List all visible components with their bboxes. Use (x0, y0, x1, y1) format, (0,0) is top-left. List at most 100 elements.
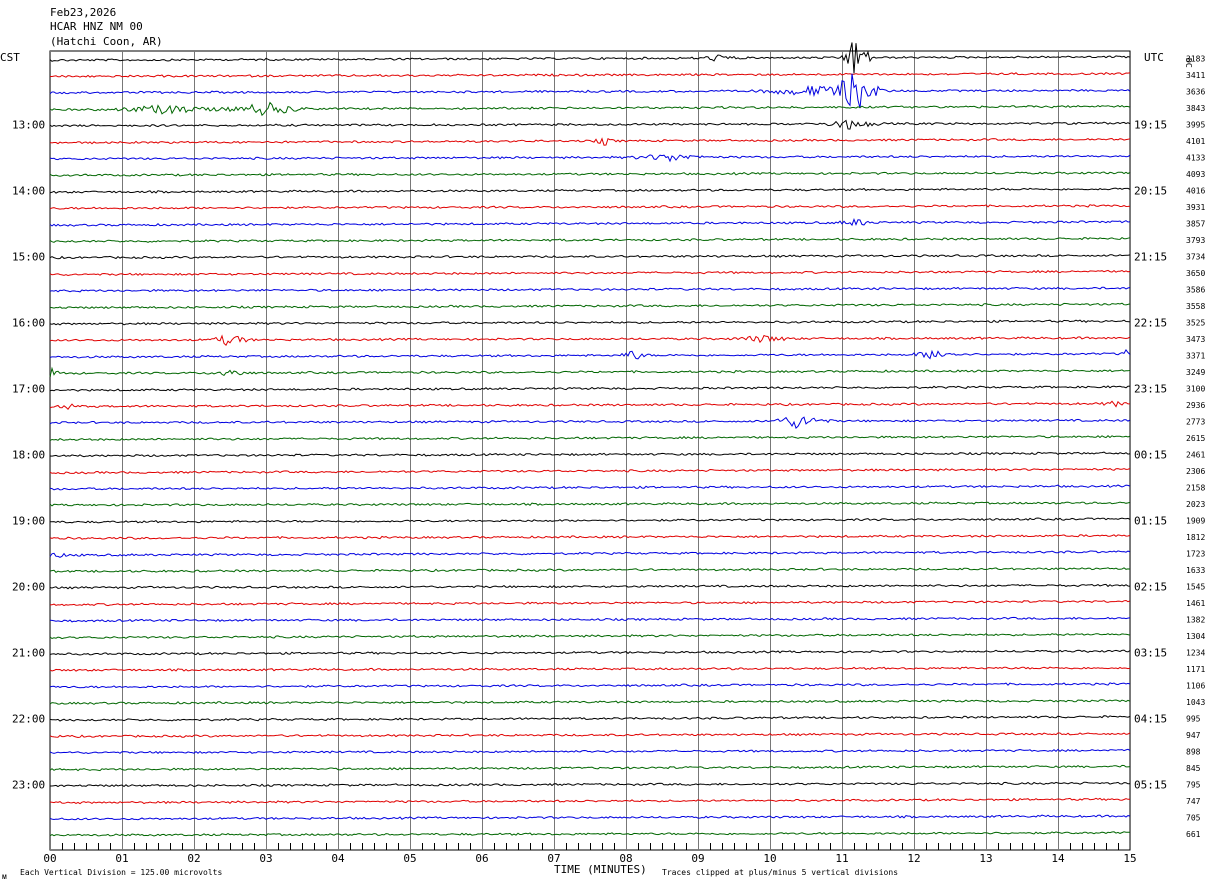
seismic-trace (49, 269, 1131, 277)
seismic-trace (49, 137, 1131, 146)
left-hour-label: 20:00 (12, 581, 45, 594)
dc-offset-label: 1909 (1186, 517, 1205, 526)
dc-offset-label: 1382 (1186, 616, 1205, 625)
x-tick-label: 04 (331, 852, 345, 865)
x-tick-label: 01 (115, 852, 128, 865)
seismic-trace (50, 781, 1131, 788)
right-hour-label: 22:15 (1134, 317, 1167, 330)
dc-offset-label: 795 (1186, 781, 1201, 790)
right-hour-label: 04:15 (1134, 713, 1167, 726)
location-label: (Hatchi Coon, AR) (50, 35, 163, 48)
seismic-trace (49, 748, 1131, 755)
x-tick-label: 06 (475, 852, 488, 865)
x-tick-label: 14 (1051, 852, 1065, 865)
dc-offset-label: 3411 (1186, 71, 1205, 80)
right-hour-labels: 19:15 20:15 21:15 22:15 23:15 00:15 01:15 02:15… (1134, 119, 1167, 792)
dc-offset-label: 2461 (1186, 451, 1205, 460)
seismic-trace (49, 484, 1131, 491)
seismic-trace (49, 517, 1131, 524)
seismic-trace (50, 72, 1131, 78)
dc-offset-label: 1043 (1186, 698, 1205, 707)
seismic-trace (49, 119, 1131, 130)
seismic-trace (49, 814, 1131, 821)
dc-offset-label: 2306 (1186, 467, 1205, 476)
dc-offset-label: 2158 (1186, 484, 1205, 493)
dc-offset-label: 1106 (1186, 682, 1205, 691)
seismic-trace (49, 451, 1131, 458)
dc-offset-label: 1633 (1186, 566, 1205, 575)
dc-offset-labels: 3183 3411 3636 3843 3995 4101 4133 4093 4016 3931… (1186, 55, 1205, 840)
x-tick-label: 07 (547, 852, 560, 865)
right-hour-label: 19:15 (1134, 119, 1167, 132)
left-hour-label: 23:00 (12, 779, 45, 792)
dc-offset-label: 3183 (1186, 55, 1205, 64)
dc-offset-label: 3558 (1186, 302, 1205, 311)
header: Feb23,2026 HCAR HNZ NM 00 (Hatchi Coon, … (50, 6, 163, 48)
right-hour-label: 20:15 (1134, 185, 1167, 198)
seismic-trace (49, 633, 1131, 640)
division-note: Each Vertical Division = 125.00 microvol… (20, 868, 222, 877)
seismic-trace (49, 348, 1131, 360)
date-label: Feb23,2026 (50, 6, 116, 19)
x-tick-label: 13 (979, 852, 992, 865)
seismic-trace (49, 334, 1131, 347)
seismic-trace (49, 764, 1131, 772)
seismic-trace (49, 649, 1131, 656)
left-hour-label: 14:00 (12, 185, 45, 198)
right-hour-label: 01:15 (1134, 515, 1167, 528)
x-tick-label: 10 (763, 852, 776, 865)
left-hour-label: 21:00 (12, 647, 45, 660)
x-tick-label: 12 (907, 852, 920, 865)
seismic-trace (49, 732, 1131, 739)
seismic-trace (49, 699, 1131, 705)
seismic-trace (49, 435, 1131, 442)
station-label: HCAR HNZ NM 00 (50, 20, 143, 33)
seismic-trace (49, 236, 1131, 243)
dc-offset-label: 747 (1186, 797, 1201, 806)
seismic-trace (49, 319, 1131, 326)
dc-offset-label: 1234 (1186, 649, 1205, 658)
dc-offset-label: 3793 (1186, 236, 1205, 245)
dc-offset-label: 3857 (1186, 220, 1205, 229)
seismic-trace (49, 73, 1131, 109)
dc-offset-label: 3650 (1186, 269, 1205, 278)
dc-offset-label: 898 (1186, 748, 1201, 757)
left-hour-label: 19:00 (12, 515, 45, 528)
dc-offset-label: 2936 (1186, 401, 1205, 410)
seismic-trace (49, 416, 1131, 429)
right-hour-label: 05:15 (1134, 779, 1167, 792)
seismic-trace (49, 101, 1131, 117)
dc-offset-label: 2773 (1186, 418, 1205, 427)
seismic-trace (49, 171, 1131, 177)
right-hour-label: 00:15 (1134, 449, 1167, 462)
seismic-trace (49, 666, 1131, 672)
dc-offset-label: 3995 (1186, 121, 1205, 130)
left-hour-label: 18:00 (12, 449, 45, 462)
right-timezone-label: UTC (1144, 51, 1164, 64)
dc-offset-label: 3843 (1186, 104, 1205, 113)
dc-offset-label: 4016 (1186, 187, 1205, 196)
seismic-trace (49, 550, 1131, 558)
seismic-trace (49, 501, 1131, 507)
dc-offset-label: 4133 (1186, 154, 1205, 163)
dc-offset-label: 845 (1186, 764, 1201, 773)
x-tick-label: 03 (259, 852, 272, 865)
dc-offset-label: 3100 (1186, 385, 1205, 394)
dc-offset-label: 3473 (1186, 335, 1205, 344)
x-axis: 00 01 02 03 04 05 06 07 08 09 10 11 12 13 14 15 (43, 843, 1137, 865)
plot-grid (49, 50, 1131, 851)
left-hour-labels: 13:00 14:00 15:00 16:00 17:00 18:00 19:00 20:00… (12, 119, 45, 792)
left-hour-label: 15:00 (12, 251, 45, 264)
left-hour-label: 13:00 (12, 119, 45, 132)
seismic-trace (49, 42, 1131, 74)
corner-mark: ᴍ (2, 872, 7, 881)
seismic-trace (49, 385, 1131, 392)
seismic-trace (49, 534, 1131, 540)
seismic-trace (49, 302, 1131, 310)
seismic-trace (49, 682, 1131, 689)
dc-offset-label: 1723 (1186, 550, 1205, 559)
dc-offset-label: 1171 (1186, 665, 1205, 674)
dc-offset-label: 3371 (1186, 352, 1205, 361)
seismic-trace (49, 715, 1131, 722)
